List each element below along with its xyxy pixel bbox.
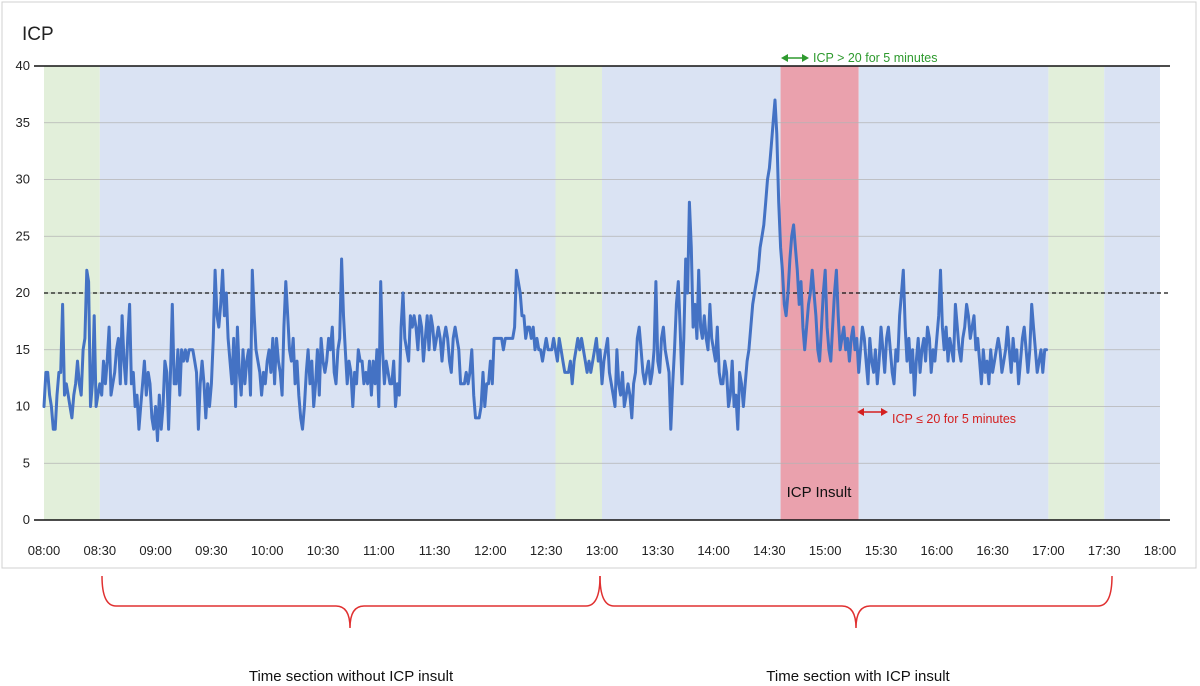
arrow-right-icon — [802, 54, 809, 62]
y-tick-label-5: 5 — [23, 455, 30, 470]
arrow-left-icon — [781, 54, 788, 62]
y-tick-label-25: 25 — [16, 228, 30, 243]
x-tick-label-1200: 12:00 — [474, 543, 507, 558]
x-tick-label-1400: 14:00 — [697, 543, 730, 558]
x-tick-label-1230: 12:30 — [530, 543, 563, 558]
x-tick-label-1630: 16:30 — [976, 543, 1009, 558]
axis-border-lines — [34, 65, 1170, 521]
x-tick-labels: 08:00 08:30 09:00 09:30 10:00 10:30 11:00 11:30… — [28, 543, 1177, 558]
annotation-green-text: ICP > 20 for 5 minutes — [813, 51, 938, 65]
y-tick-label-0: 0 — [23, 512, 30, 527]
arrow-left-icon — [857, 408, 864, 416]
x-tick-label-0830: 08:30 — [84, 543, 117, 558]
x-tick-label-1500: 15:00 — [809, 543, 842, 558]
x-tick-label-1730: 17:30 — [1088, 543, 1121, 558]
x-tick-label-1130: 11:30 — [419, 543, 451, 558]
x-tick-label-1030: 10:30 — [307, 543, 340, 558]
chart-frame — [1, 1, 1197, 569]
x-tick-label-0900: 09:00 — [139, 543, 172, 558]
x-tick-label-1000: 10:00 — [251, 543, 284, 558]
annotation-red-text: ICP ≤ 20 for 5 minutes — [892, 412, 1016, 426]
x-tick-label-1800: 18:00 — [1144, 543, 1177, 558]
x-tick-label-1600: 16:00 — [921, 543, 954, 558]
section-label-without-insult: Time section without ICP insult — [249, 668, 454, 685]
x-tick-label-0800: 08:00 — [28, 543, 61, 558]
y-tick-labels: 0 5 10 15 20 25 30 35 40 — [16, 58, 30, 527]
y-tick-label-30: 30 — [16, 172, 30, 187]
y-tick-label-35: 35 — [16, 115, 30, 130]
gridlines — [44, 122, 1160, 464]
x-tick-label-1430: 14:30 — [753, 543, 786, 558]
icp-insult-label: ICP Insult — [787, 484, 853, 501]
y-tick-label-15: 15 — [16, 342, 30, 357]
brace-with-insult — [599, 575, 1113, 629]
section-label-with-insult: Time section with ICP insult — [766, 668, 950, 685]
annotation-red: ICP ≤ 20 for 5 minutes — [857, 408, 1016, 426]
x-tick-label-1700: 17:00 — [1032, 543, 1065, 558]
y-axis-label: ICP — [22, 24, 54, 45]
x-tick-label-1530: 15:30 — [865, 543, 898, 558]
y-tick-label-40: 40 — [16, 58, 30, 73]
icp-series — [42, 98, 1048, 443]
x-tick-label-1100: 11:00 — [363, 543, 395, 558]
series-line-0 — [42, 98, 1048, 443]
x-tick-label-0930: 09:30 — [195, 543, 228, 558]
x-tick-label-1300: 13:00 — [586, 543, 619, 558]
annotation-green: ICP > 20 for 5 minutes — [781, 51, 938, 65]
y-tick-label-10: 10 — [16, 399, 30, 414]
arrow-right-icon — [881, 408, 888, 416]
brace-without-insult — [101, 575, 601, 629]
y-tick-label-20: 20 — [16, 285, 30, 300]
x-tick-label-1330: 13:30 — [642, 543, 675, 558]
